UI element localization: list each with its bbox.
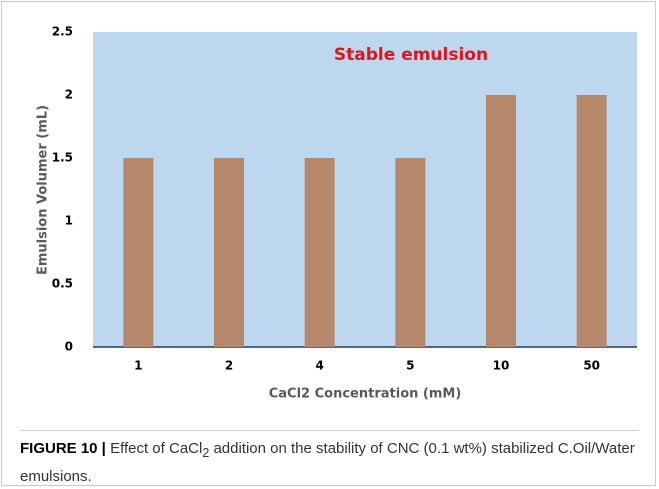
plot-area xyxy=(93,32,637,347)
bar xyxy=(123,158,154,347)
y-tick-label: 0 xyxy=(65,340,73,354)
y-tick-label: 2.5 xyxy=(52,25,73,39)
bar xyxy=(486,95,516,347)
bar xyxy=(395,158,426,347)
bar xyxy=(304,158,335,347)
y-axis-label: Emulsion Volumer (mL) xyxy=(36,105,51,275)
x-tick-label: 50 xyxy=(583,359,600,373)
x-tick-label: 10 xyxy=(493,359,510,373)
caption-text: Effect of CaCl xyxy=(110,440,203,457)
caption-subscript: 2 xyxy=(202,446,210,460)
bar xyxy=(576,95,607,347)
x-axis-label: CaCl2 Concentration (mM) xyxy=(269,387,462,402)
caption: FIGURE 10 | Effect of CaCl2 addition on … xyxy=(20,437,640,488)
annotation: Stable emulsion xyxy=(334,45,488,65)
y-tick-label: 1 xyxy=(65,214,73,228)
y-tick-label: 1.5 xyxy=(52,151,73,165)
separator xyxy=(20,430,639,431)
x-tick-label: 5 xyxy=(406,359,414,373)
y-tick-label: 0.5 xyxy=(52,277,73,291)
caption-label: FIGURE 10 | xyxy=(20,440,106,457)
x-tick-label: 2 xyxy=(225,359,233,373)
x-tick-label: 4 xyxy=(315,359,323,373)
chart: Stable emulsion CaCl2 Concentration (mM)… xyxy=(36,25,637,402)
bar xyxy=(214,158,244,347)
y-tick-label: 2 xyxy=(65,88,73,102)
x-tick-label: 1 xyxy=(134,359,142,373)
caption-text: addition on the stability of CNC (0.1 wt… xyxy=(20,440,635,485)
